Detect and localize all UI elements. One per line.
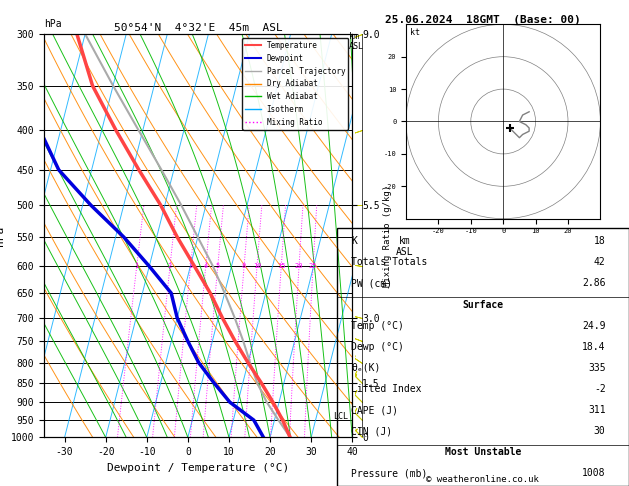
Text: kt: kt (410, 28, 420, 37)
Text: 18.4: 18.4 (582, 342, 606, 352)
Text: Mixing Ratio (g/kg): Mixing Ratio (g/kg) (383, 185, 392, 287)
Text: θₑ(K): θₑ(K) (351, 363, 381, 373)
Text: hPa: hPa (44, 19, 62, 29)
Text: Temp (°C): Temp (°C) (351, 321, 404, 330)
Text: 10: 10 (253, 263, 261, 269)
Text: 1008: 1008 (582, 469, 606, 479)
Text: Pressure (mb): Pressure (mb) (351, 469, 428, 479)
Text: Lifted Index: Lifted Index (351, 384, 421, 394)
Text: 15: 15 (277, 263, 286, 269)
Text: 8: 8 (242, 263, 246, 269)
Text: Surface: Surface (462, 299, 503, 310)
Text: 3: 3 (189, 263, 192, 269)
Text: 42: 42 (594, 257, 606, 267)
Text: Most Unstable: Most Unstable (445, 447, 521, 457)
Text: PW (cm): PW (cm) (351, 278, 392, 288)
Text: 20: 20 (295, 263, 303, 269)
Text: 25.06.2024  18GMT  (Base: 00): 25.06.2024 18GMT (Base: 00) (385, 15, 581, 25)
Text: K: K (351, 236, 357, 246)
Text: CIN (J): CIN (J) (351, 426, 392, 436)
Text: Totals Totals: Totals Totals (351, 257, 428, 267)
Y-axis label: hPa: hPa (0, 226, 5, 246)
Text: 2.86: 2.86 (582, 278, 606, 288)
Text: 2: 2 (168, 263, 172, 269)
Text: LCL: LCL (333, 412, 348, 421)
Text: -2: -2 (594, 384, 606, 394)
Legend: Temperature, Dewpoint, Parcel Trajectory, Dry Adiabat, Wet Adiabat, Isotherm, Mi: Temperature, Dewpoint, Parcel Trajectory… (242, 38, 348, 130)
Text: Dewp (°C): Dewp (°C) (351, 342, 404, 352)
Text: 5: 5 (216, 263, 220, 269)
Text: 24.9: 24.9 (582, 321, 606, 330)
Text: 30: 30 (594, 426, 606, 436)
Text: 311: 311 (588, 405, 606, 415)
Y-axis label: km
ASL: km ASL (396, 236, 413, 257)
Title: 50°54'N  4°32'E  45m  ASL: 50°54'N 4°32'E 45m ASL (114, 23, 282, 33)
Text: © weatheronline.co.uk: © weatheronline.co.uk (426, 474, 539, 484)
Text: 1: 1 (135, 263, 139, 269)
Text: km
ASL: km ASL (349, 32, 364, 51)
X-axis label: Dewpoint / Temperature (°C): Dewpoint / Temperature (°C) (107, 463, 289, 473)
Text: CAPE (J): CAPE (J) (351, 405, 398, 415)
Text: 18: 18 (594, 236, 606, 246)
Text: 4: 4 (204, 263, 208, 269)
Text: 335: 335 (588, 363, 606, 373)
Text: 25: 25 (309, 263, 318, 269)
